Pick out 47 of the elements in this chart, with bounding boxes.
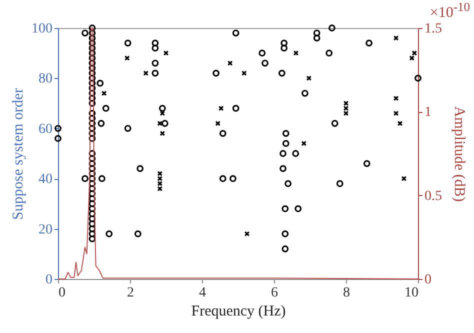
point <box>244 231 250 236</box>
x-tick-label: 4 <box>199 286 206 300</box>
point <box>393 110 399 116</box>
point <box>393 96 399 101</box>
y-tick-label: 100 <box>32 22 52 36</box>
y-tick-label: 60 <box>38 122 52 137</box>
y-tick-label: 0 <box>46 272 52 288</box>
point <box>293 50 299 56</box>
y-tick-label: 20 <box>38 222 52 238</box>
point <box>401 176 407 182</box>
point <box>227 60 233 66</box>
y-tick-label: 40 <box>38 172 52 188</box>
x-axis-title: Frequency (Hz) <box>191 304 286 320</box>
point <box>143 70 149 76</box>
point <box>397 120 403 126</box>
x-tick-label: 10 <box>404 286 418 300</box>
point <box>157 170 163 176</box>
x-tick-label: 0 <box>58 286 66 300</box>
point <box>157 186 163 192</box>
point <box>241 70 247 76</box>
point <box>301 140 307 146</box>
point <box>306 76 312 81</box>
point <box>157 180 163 186</box>
x-tick-label: 8 <box>343 286 350 300</box>
point <box>163 50 169 56</box>
point <box>101 90 107 96</box>
y2-tick-label: 1.5 <box>424 22 442 36</box>
point <box>412 50 418 56</box>
point <box>393 35 399 41</box>
text: ×10$^{-10}$ <box>430 0 470 22</box>
x-tick-label: 6 <box>271 286 278 300</box>
y2-tick-label: 1 <box>424 105 432 120</box>
point <box>343 106 349 111</box>
x-tick-label: 2 <box>127 286 134 300</box>
point <box>343 100 349 106</box>
y2-tick-label: 0 <box>424 272 432 288</box>
point <box>157 176 163 182</box>
point <box>124 55 130 61</box>
point <box>343 110 349 116</box>
y-axis-title: Suppose system order <box>10 88 26 220</box>
point <box>160 130 166 136</box>
point <box>215 120 221 126</box>
point <box>218 106 224 111</box>
y-tick-label: 80 <box>38 72 52 87</box>
y2-axis-title: Amplitude (dB) <box>451 106 467 202</box>
y2-tick-label: 0.5 <box>424 188 442 204</box>
point <box>409 55 415 61</box>
